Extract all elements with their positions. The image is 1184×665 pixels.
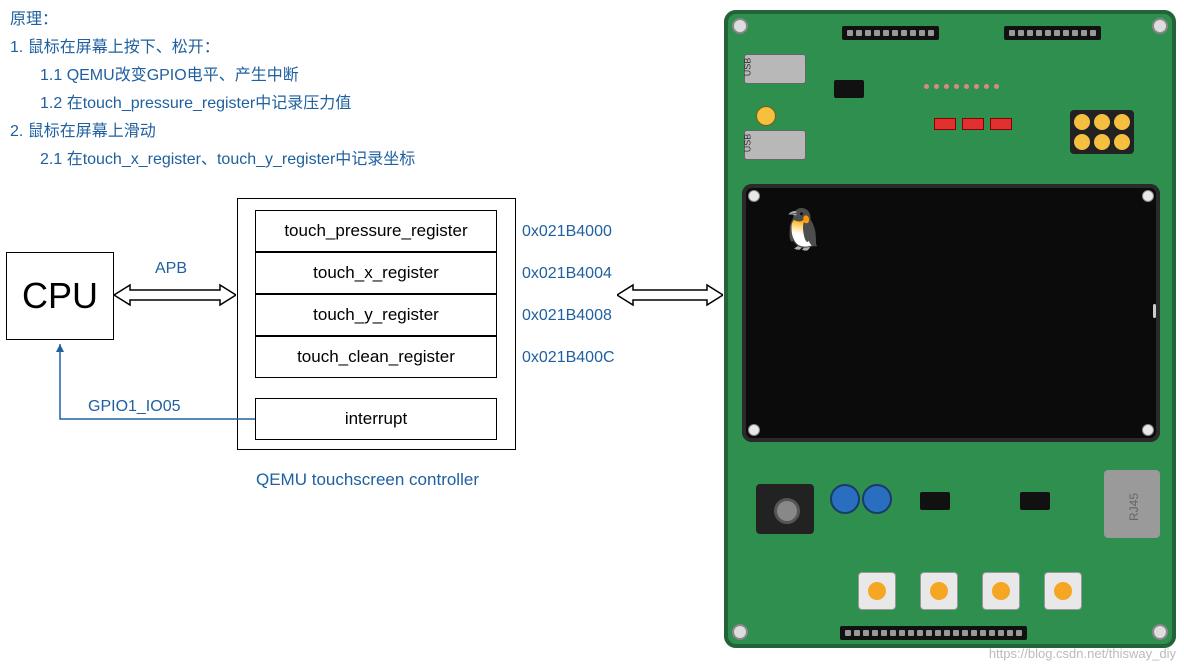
tact-button[interactable] — [920, 572, 958, 610]
reg-interrupt: interrupt — [255, 398, 497, 440]
principle-line-2-1: 2.1 在touch_x_register、touch_y_register中记… — [40, 146, 415, 174]
pin-header — [840, 626, 1027, 640]
addr-2: 0x021B4008 — [522, 307, 612, 325]
hole-icon — [732, 18, 748, 34]
speaker-slot-icon — [1153, 304, 1156, 318]
principle-line-1-1: 1.1 QEMU改变GPIO电平、产生中断 — [40, 62, 299, 90]
hole-icon — [732, 624, 748, 640]
pad-icon — [756, 106, 776, 126]
tact-button[interactable] — [982, 572, 1020, 610]
cpu-box: CPU — [6, 252, 114, 340]
principle-line-1: 1. 鼠标在屏幕上按下、松开： — [10, 34, 220, 62]
tact-button[interactable] — [1044, 572, 1082, 610]
principle-line-2: 2. 鼠标在屏幕上滑动 — [10, 118, 156, 146]
pad-array — [1070, 110, 1134, 154]
tux-icon: 🐧 — [778, 206, 828, 253]
hole-icon — [1152, 18, 1168, 34]
led-icon — [962, 118, 984, 130]
dc-jack — [756, 484, 814, 534]
board-arrow — [617, 282, 723, 308]
watermark: https://blog.csdn.net/thisway_diy — [989, 646, 1176, 661]
usb-label: USB — [742, 134, 752, 153]
ic-chip-icon — [920, 492, 950, 510]
controller-label: QEMU touchscreen controller — [256, 470, 479, 490]
reg-clean-label: touch_clean_register — [297, 347, 455, 367]
led-icon — [934, 118, 956, 130]
usb-port — [744, 54, 806, 84]
apb-label: APB — [155, 260, 187, 278]
reg-y: touch_y_register — [255, 294, 497, 336]
addr-3: 0x021B400C — [522, 349, 615, 367]
reg-pressure: touch_pressure_register — [255, 210, 497, 252]
solder-pads — [924, 84, 999, 89]
usb-label: USB — [742, 58, 752, 77]
tact-button[interactable] — [858, 572, 896, 610]
principle-title: 原理： — [10, 6, 58, 34]
pin-header — [1004, 26, 1101, 40]
capacitor-icon — [830, 484, 860, 514]
ic-chip-icon — [834, 80, 864, 98]
ic-chip-icon — [1020, 492, 1050, 510]
screw-icon — [748, 424, 760, 436]
cpu-label: CPU — [22, 275, 98, 317]
principle-line-1-2: 1.2 在touch_pressure_register中记录压力值 — [40, 90, 351, 118]
touchscreen[interactable]: 🐧 — [742, 184, 1160, 442]
apb-arrow — [114, 282, 236, 308]
screw-icon — [1142, 190, 1154, 202]
addr-1: 0x021B4004 — [522, 265, 612, 283]
pin-header — [842, 26, 939, 40]
addr-0: 0x021B4000 — [522, 223, 612, 241]
rj45-label: RJ45 — [1127, 493, 1141, 521]
screw-icon — [748, 190, 760, 202]
reg-x-label: touch_x_register — [313, 263, 439, 283]
capacitor-icon — [862, 484, 892, 514]
usb-port — [744, 130, 806, 160]
gpio-label: GPIO1_IO05 — [88, 398, 181, 416]
reg-interrupt-label: interrupt — [345, 409, 407, 429]
hole-icon — [1152, 624, 1168, 640]
reg-y-label: touch_y_register — [313, 305, 439, 325]
screw-icon — [1142, 424, 1154, 436]
reg-x: touch_x_register — [255, 252, 497, 294]
led-icon — [990, 118, 1012, 130]
reg-clean: touch_clean_register — [255, 336, 497, 378]
reg-pressure-label: touch_pressure_register — [284, 221, 467, 241]
